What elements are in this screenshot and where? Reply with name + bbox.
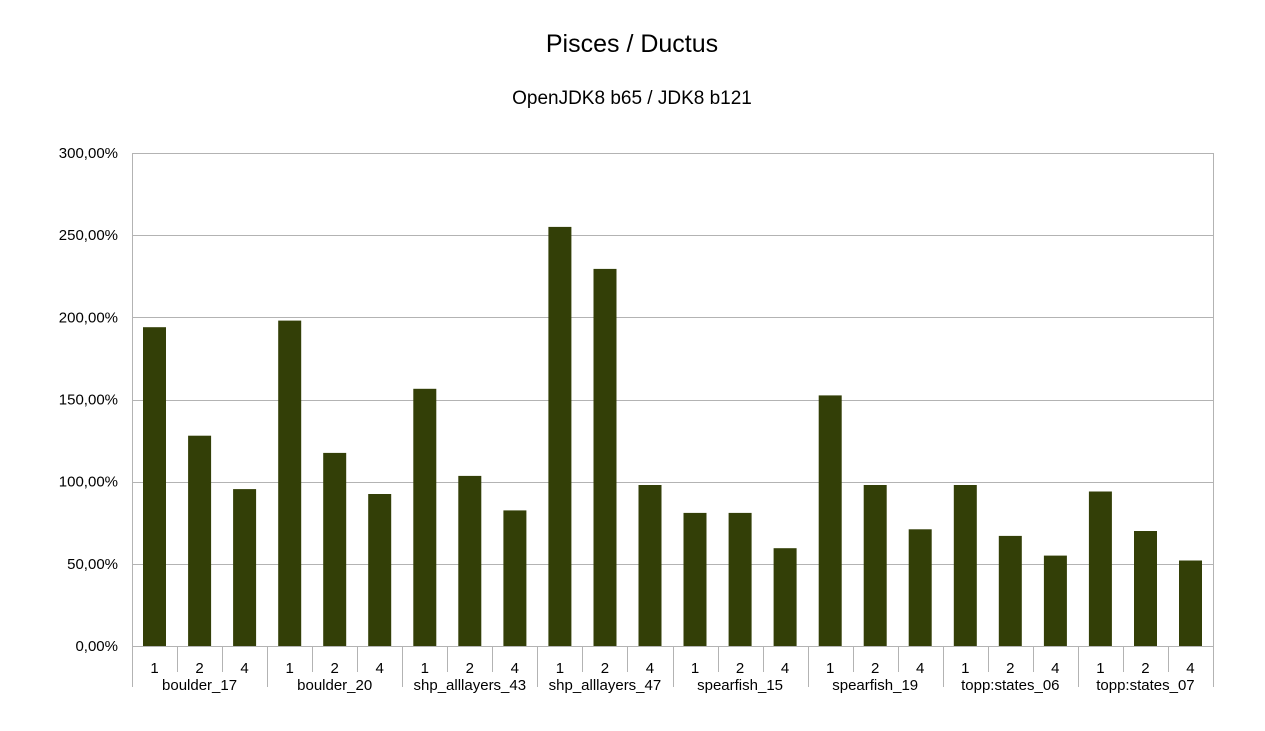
bar [683,512,707,646]
x-tick-label: 2 [871,660,879,677]
bar [728,512,752,646]
x-tick-label: 4 [240,660,248,677]
x-tick-label: 2 [331,660,339,677]
x-group-label: shp_alllayers_47 [549,677,662,694]
x-tick-label: 1 [1096,660,1104,677]
bar [1088,491,1112,646]
x-tick-label: 4 [1186,660,1194,677]
bar [413,388,437,646]
x-tick-label: 1 [150,660,158,677]
x-tick-label: 1 [961,660,969,677]
x-tick-label: 4 [1051,660,1059,677]
bar [1179,560,1202,646]
bar [908,529,932,646]
y-tick-label: 200,00% [59,309,118,326]
bar [368,494,392,646]
x-group-label: spearfish_19 [832,677,918,694]
bar [278,320,302,646]
bar [143,327,166,646]
x-tick-label: 2 [736,660,744,677]
x-group-label: shp_alllayers_43 [414,677,527,694]
bars [143,226,1202,646]
x-tick-label: 2 [466,660,474,677]
x-group-label: topp:states_07 [1096,677,1194,694]
x-tick-label: 4 [511,660,519,677]
bar [863,485,887,646]
bar [998,535,1022,646]
bar [953,485,977,646]
bar [1134,531,1157,646]
y-tick-label: 50,00% [67,556,118,573]
bar [233,489,257,646]
x-tick-label: 4 [646,660,654,677]
chart-title: Pisces / Ductus [546,30,718,58]
y-axis: 0,00% 50,00% 100,00% 150,00% 200,00% 250,00% 3… [59,145,118,655]
x-tick-label: 1 [421,660,429,677]
bar [188,435,212,646]
bar [458,475,482,646]
bar [503,510,527,646]
y-tick-label: 300,00% [59,145,118,162]
chart-subtitle: OpenJDK8 b65 / JDK8 b121 [512,88,752,109]
x-tick-label: 2 [601,660,609,677]
bar [1043,555,1067,646]
bar [773,548,797,646]
bar [323,452,347,646]
y-tick-label: 250,00% [59,227,118,244]
y-tick-label: 0,00% [75,638,118,655]
x-group-label: boulder_17 [162,677,237,694]
x-tick-label: 1 [691,660,699,677]
y-tick-label: 150,00% [59,392,118,409]
y-tick-label: 100,00% [59,474,118,491]
x-group-label: topp:states_06 [961,677,1059,694]
bar [638,485,662,646]
x-tick-label: 1 [285,660,293,677]
x-group-label: spearfish_15 [697,677,783,694]
x-tick-label: 1 [556,660,564,677]
x-tick-label: 2 [195,660,203,677]
x-group-label: boulder_20 [297,677,372,694]
x-tick-label: 2 [1141,660,1149,677]
bar [818,395,842,646]
x-tick-label: 4 [376,660,384,677]
x-tick-label: 4 [781,660,789,677]
bar [548,226,572,646]
x-tick-label: 1 [826,660,834,677]
bar [593,268,617,646]
x-tick-label: 2 [1006,660,1014,677]
gridlines [132,153,1214,647]
x-tick-label: 4 [916,660,924,677]
